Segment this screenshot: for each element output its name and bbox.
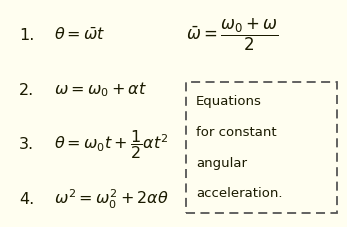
Text: $\theta = \omega_0 t + \dfrac{1}{2}\alpha t^2$: $\theta = \omega_0 t + \dfrac{1}{2}\alph… — [54, 128, 168, 160]
Text: $\bar{\omega} = \dfrac{\omega_0 + \omega}{2}$: $\bar{\omega} = \dfrac{\omega_0 + \omega… — [186, 17, 278, 53]
Text: acceleration.: acceleration. — [196, 186, 282, 200]
Text: 1.: 1. — [19, 28, 34, 43]
Text: Equations: Equations — [196, 94, 262, 108]
Text: 2.: 2. — [19, 82, 34, 97]
Text: for constant: for constant — [196, 125, 277, 138]
Text: 4.: 4. — [19, 191, 34, 206]
Text: angular: angular — [196, 156, 247, 169]
Text: $\omega = \omega_0 + \alpha t$: $\omega = \omega_0 + \alpha t$ — [54, 80, 147, 99]
Text: 3.: 3. — [19, 137, 34, 152]
Text: $\theta = \bar{\omega}t$: $\theta = \bar{\omega}t$ — [54, 27, 105, 43]
Text: $\omega^2 = \omega_0^2 + 2\alpha\theta$: $\omega^2 = \omega_0^2 + 2\alpha\theta$ — [54, 187, 169, 210]
